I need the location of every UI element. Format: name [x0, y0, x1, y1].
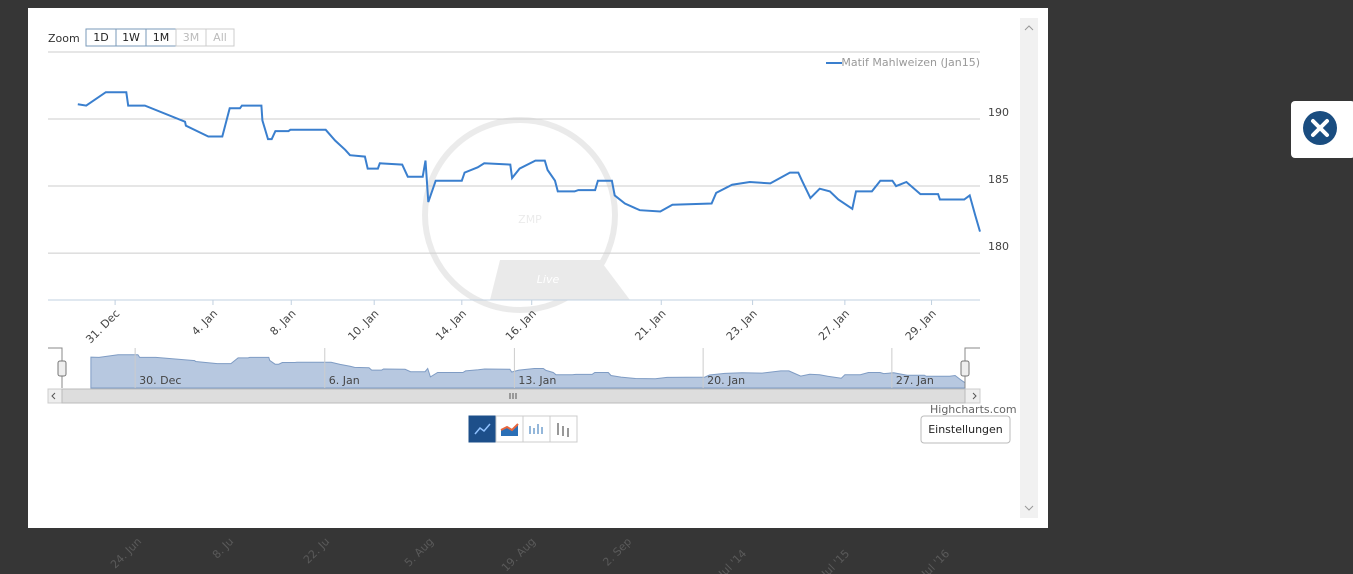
candle-icon	[557, 423, 569, 437]
zoom-button-label: 1W	[122, 31, 140, 44]
legend-label: Matif Mahlweizen (Jan15)	[841, 56, 980, 69]
navigator-area	[90, 354, 966, 389]
ohlc-icon	[529, 424, 543, 434]
type-buttons	[468, 415, 578, 443]
area-icon-top	[500, 423, 519, 432]
settings-button[interactable]: Einstellungen	[928, 423, 1003, 436]
navigator-label: 20. Jan	[707, 374, 745, 387]
zoom-button-label: All	[213, 31, 227, 44]
watermark-text: Live	[537, 273, 560, 286]
navigator-label: 13. Jan	[518, 374, 556, 387]
ohlc-type-button[interactable]	[522, 415, 551, 443]
navigator-label: 27. Jan	[896, 374, 934, 387]
y-tick-label: 190	[988, 106, 1009, 119]
zoom-label: Zoom	[48, 32, 80, 45]
scroll-arrows	[1024, 25, 1034, 511]
line-icon	[474, 423, 491, 435]
watermark-text: ZMP	[518, 213, 542, 226]
navigator-handle[interactable]	[57, 360, 67, 377]
close-icon	[1311, 119, 1329, 137]
navigator-label: 30. Dec	[139, 374, 181, 387]
navigator-label: 6. Jan	[329, 374, 360, 387]
candle-type-button[interactable]	[549, 415, 578, 443]
settings-button-box[interactable]	[920, 415, 1011, 444]
zoom-button-label: 3M	[183, 31, 200, 44]
zoom-button-label: 1M	[153, 31, 170, 44]
zoom-button-label: 1D	[93, 31, 108, 44]
watermark-ring	[422, 117, 618, 313]
navigator-handle[interactable]	[960, 360, 970, 377]
watermark: ZMP Live	[422, 117, 630, 313]
zoom-button	[205, 28, 235, 47]
watermark-band	[490, 260, 630, 300]
area-icon	[501, 424, 518, 436]
y-tick-label: 185	[988, 173, 1009, 186]
scrollbar-arrows	[51, 392, 977, 400]
line-series	[77, 91, 981, 232]
y-tick-label: 180	[988, 240, 1009, 253]
credits[interactable]: Highcharts.com	[930, 403, 1017, 416]
scrollbar	[1020, 18, 1038, 518]
